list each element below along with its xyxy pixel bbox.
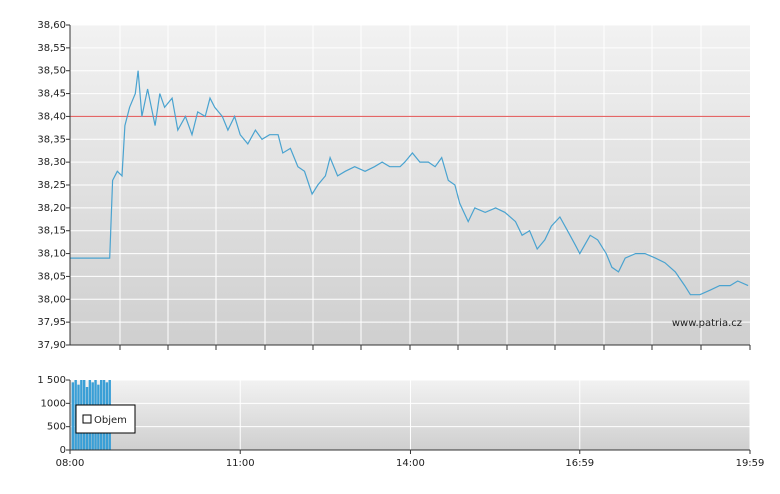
watermark: www.patria.cz [672,318,742,329]
y-tick-label: 38,25 [37,180,66,191]
legend-swatch [82,414,92,424]
x-tick-label: 08:00 [56,458,85,469]
price-line [70,70,749,296]
price-axis-ticks [119,345,751,350]
y-tick-label: 500 [47,422,66,433]
y-tick-label: 37,90 [37,340,66,351]
y-tick-label: 38,30 [37,157,66,168]
x-tick-label: 11:00 [226,458,255,469]
x-tick-label: 19:59 [736,458,765,469]
legend-box [75,404,136,434]
y-tick-label: 38,10 [37,249,66,260]
y-tick-label: 1 500 [37,375,66,386]
y-tick-label: 38,60 [37,20,66,31]
legend-label: Objem [94,415,127,426]
x-tick-label: 14:00 [396,458,425,469]
y-tick-label: 1000 [41,398,66,409]
x-tick-label: 16:59 [565,458,594,469]
y-tick-label: 38,55 [37,43,66,54]
y-tick-label: 38,45 [37,89,66,100]
y-tick-label: 0 [60,445,66,456]
y-tick-label: 38,00 [37,294,66,305]
y-tick-label: 37,95 [37,317,66,328]
volume-bar [71,382,75,450]
y-tick-label: 38,40 [37,111,66,122]
y-tick-label: 38,50 [37,66,66,77]
y-tick-label: 38,20 [37,203,66,214]
y-tick-label: 38,15 [37,226,66,237]
y-tick-label: 38,05 [37,271,66,282]
y-tick-label: 38,35 [37,134,66,145]
